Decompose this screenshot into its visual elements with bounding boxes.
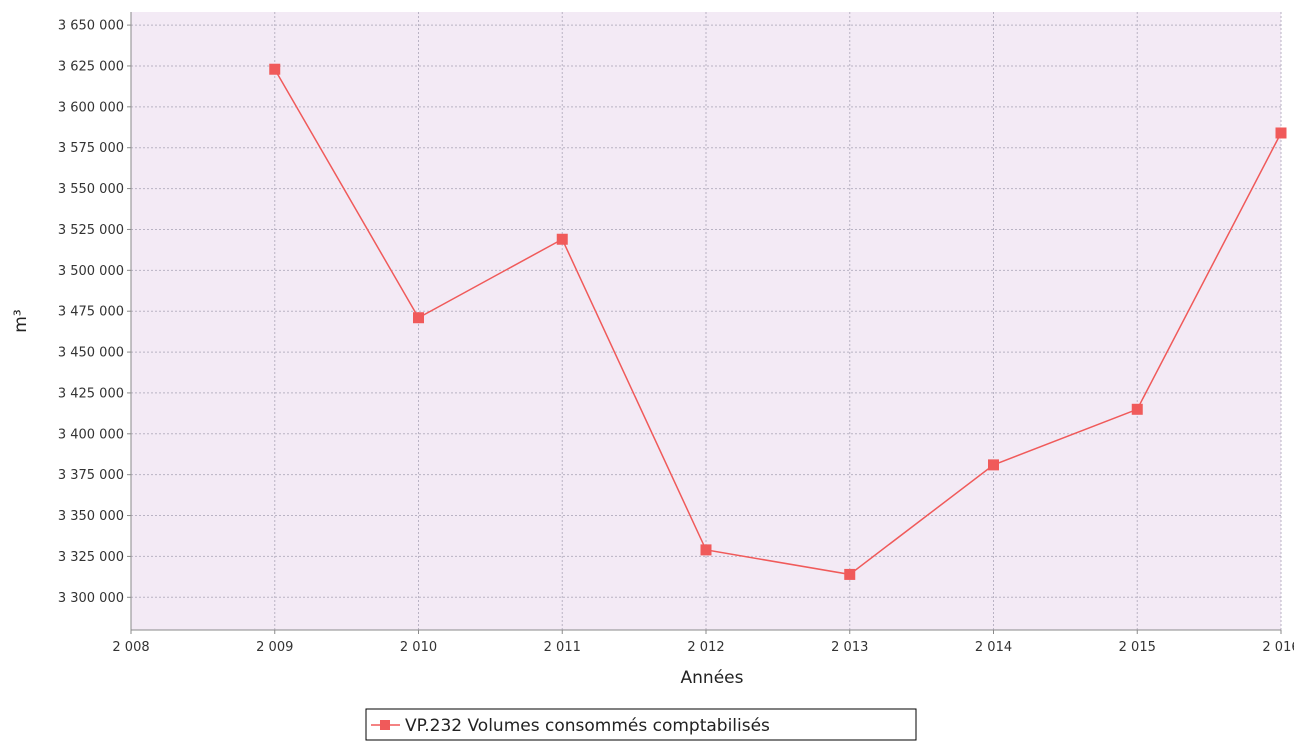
x-tick-label: 2 015 <box>1119 640 1156 655</box>
y-tick-label: 3 375 000 <box>58 468 124 483</box>
data-point-marker <box>700 544 712 556</box>
data-point-marker <box>1131 403 1143 415</box>
data-point-marker <box>988 459 999 471</box>
y-tick-label: 3 550 000 <box>58 182 124 197</box>
y-tick-label: 3 450 000 <box>58 346 124 361</box>
x-tick-label: 2 011 <box>544 640 581 655</box>
series-layer <box>269 63 1287 580</box>
data-point-marker <box>1275 127 1287 139</box>
y-tick-label: 3 400 000 <box>58 427 124 442</box>
y-tick-label: 3 650 000 <box>58 19 124 34</box>
x-tick-label: 2 010 <box>400 640 437 655</box>
y-tick-label: 3 300 000 <box>58 591 124 606</box>
data-point-marker <box>556 233 568 245</box>
x-tick-label: 2 016 <box>1262 640 1294 655</box>
y-tick-label: 3 525 000 <box>58 223 124 238</box>
y-tick-label: 3 575 000 <box>58 141 124 156</box>
y-tick-label: 3 475 000 <box>58 305 124 320</box>
axes: 3 300 000 3 325 000 3 350 000 3 375 000 3 40… <box>58 12 1294 655</box>
legend-label: VP.232 Volumes consommés comptabilisés <box>405 716 770 736</box>
y-tick-label: 3 325 000 <box>58 550 124 565</box>
y-axis-title: m³ <box>11 309 31 332</box>
x-tick-label: 2 012 <box>687 640 724 655</box>
y-tick-label: 3 350 000 <box>58 509 124 524</box>
y-tick-label: 3 425 000 <box>58 386 124 401</box>
data-point-marker <box>844 568 856 580</box>
series-line <box>274 68 1282 576</box>
x-axis-title: Années <box>681 668 744 688</box>
data-point-marker <box>269 63 281 75</box>
y-tick-label: 3 500 000 <box>58 264 124 279</box>
x-tick-label: 2 009 <box>256 640 293 655</box>
y-tick-label: 3 625 000 <box>58 59 124 74</box>
y-tick-label: 3 600 000 <box>58 100 124 115</box>
legend: VP.232 Volumes consommés comptabilisés <box>365 708 917 741</box>
x-tick-label: 2 013 <box>831 640 868 655</box>
x-tick-label: 2 008 <box>112 640 149 655</box>
data-point-marker <box>413 312 424 324</box>
legend-box <box>365 708 917 741</box>
x-tick-label: 2 014 <box>975 640 1012 655</box>
legend-marker-swatch <box>380 720 390 730</box>
